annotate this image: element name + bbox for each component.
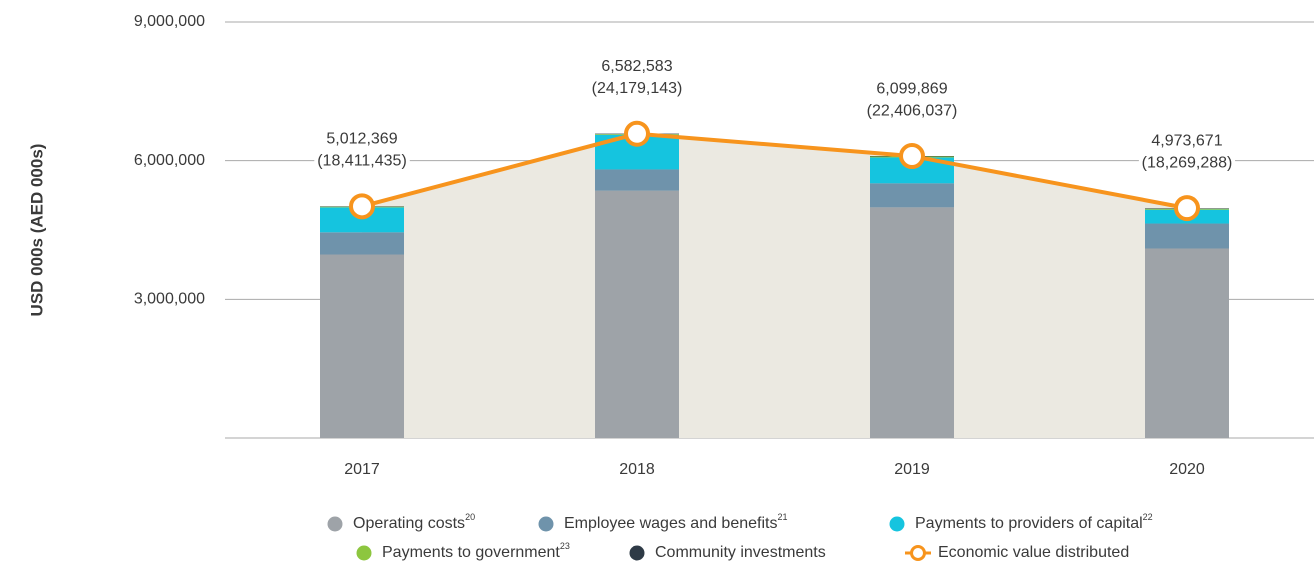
legend-footnote: 23 bbox=[560, 541, 570, 551]
y-tick-label: 3,000,000 bbox=[134, 291, 205, 308]
legend-name: Payments to providers of capital bbox=[915, 515, 1143, 532]
bar-segment bbox=[595, 169, 679, 191]
area bbox=[362, 133, 1187, 438]
x-tick-label: 2019 bbox=[894, 461, 930, 478]
x-tick-label: 2018 bbox=[619, 461, 655, 478]
legend-label: Economic value distributed bbox=[938, 544, 1129, 561]
y-tick-label: 9,000,000 bbox=[134, 13, 205, 30]
data-label: 6,099,869 bbox=[876, 80, 947, 97]
legend-footnote: 20 bbox=[465, 512, 475, 522]
bar-segment bbox=[320, 232, 404, 255]
line-point bbox=[1174, 195, 1200, 222]
legend-label: Operating costs20 bbox=[353, 512, 475, 532]
legend-name: Economic value distributed bbox=[938, 544, 1129, 561]
legend-name: Employee wages and benefits bbox=[564, 515, 777, 532]
y-axis-label: USD 000s (AED 000s) bbox=[27, 144, 46, 317]
legend-marker bbox=[327, 516, 343, 532]
data-label: 4,973,671 bbox=[1151, 132, 1222, 149]
line bbox=[361, 131, 1188, 211]
x-tick-label: 2020 bbox=[1169, 461, 1205, 478]
legend-label: Payments to government23 bbox=[382, 541, 570, 561]
legend-footnote: 22 bbox=[1143, 512, 1153, 522]
legend-label: Payments to providers of capital22 bbox=[915, 512, 1153, 532]
data-label: (18,411,435) bbox=[317, 153, 407, 170]
legend-marker bbox=[889, 516, 905, 532]
data-label: (18,269,288) bbox=[1142, 154, 1233, 171]
legend-name: Community investments bbox=[655, 544, 826, 561]
line-point bbox=[349, 193, 375, 220]
line-point bbox=[624, 120, 650, 147]
bar-segment bbox=[870, 207, 954, 438]
legend-marker bbox=[910, 545, 926, 561]
data-label: (22,406,037) bbox=[867, 102, 958, 119]
bar-segment bbox=[870, 183, 954, 208]
data-label: 6,582,583 bbox=[601, 58, 672, 75]
x-tick-label: 2017 bbox=[344, 461, 380, 478]
legend-label: Community investments bbox=[655, 544, 826, 561]
bar-segment bbox=[1145, 223, 1229, 249]
legend-name: Payments to government bbox=[382, 544, 560, 561]
legend-marker bbox=[538, 516, 554, 532]
legend-name: Operating costs bbox=[353, 515, 465, 532]
legend-footnote: 21 bbox=[777, 512, 787, 522]
legend-marker bbox=[356, 545, 372, 561]
bar-segment bbox=[320, 254, 404, 438]
legend-label: Employee wages and benefits21 bbox=[564, 512, 787, 532]
data-label: 5,012,369 bbox=[326, 131, 397, 148]
bar-segment bbox=[1145, 248, 1229, 438]
data-label: (24,179,143) bbox=[592, 80, 683, 97]
legend-marker bbox=[629, 545, 645, 561]
y-tick-label: 6,000,000 bbox=[134, 152, 205, 169]
bar-segment bbox=[595, 190, 679, 438]
line-point bbox=[899, 143, 925, 170]
